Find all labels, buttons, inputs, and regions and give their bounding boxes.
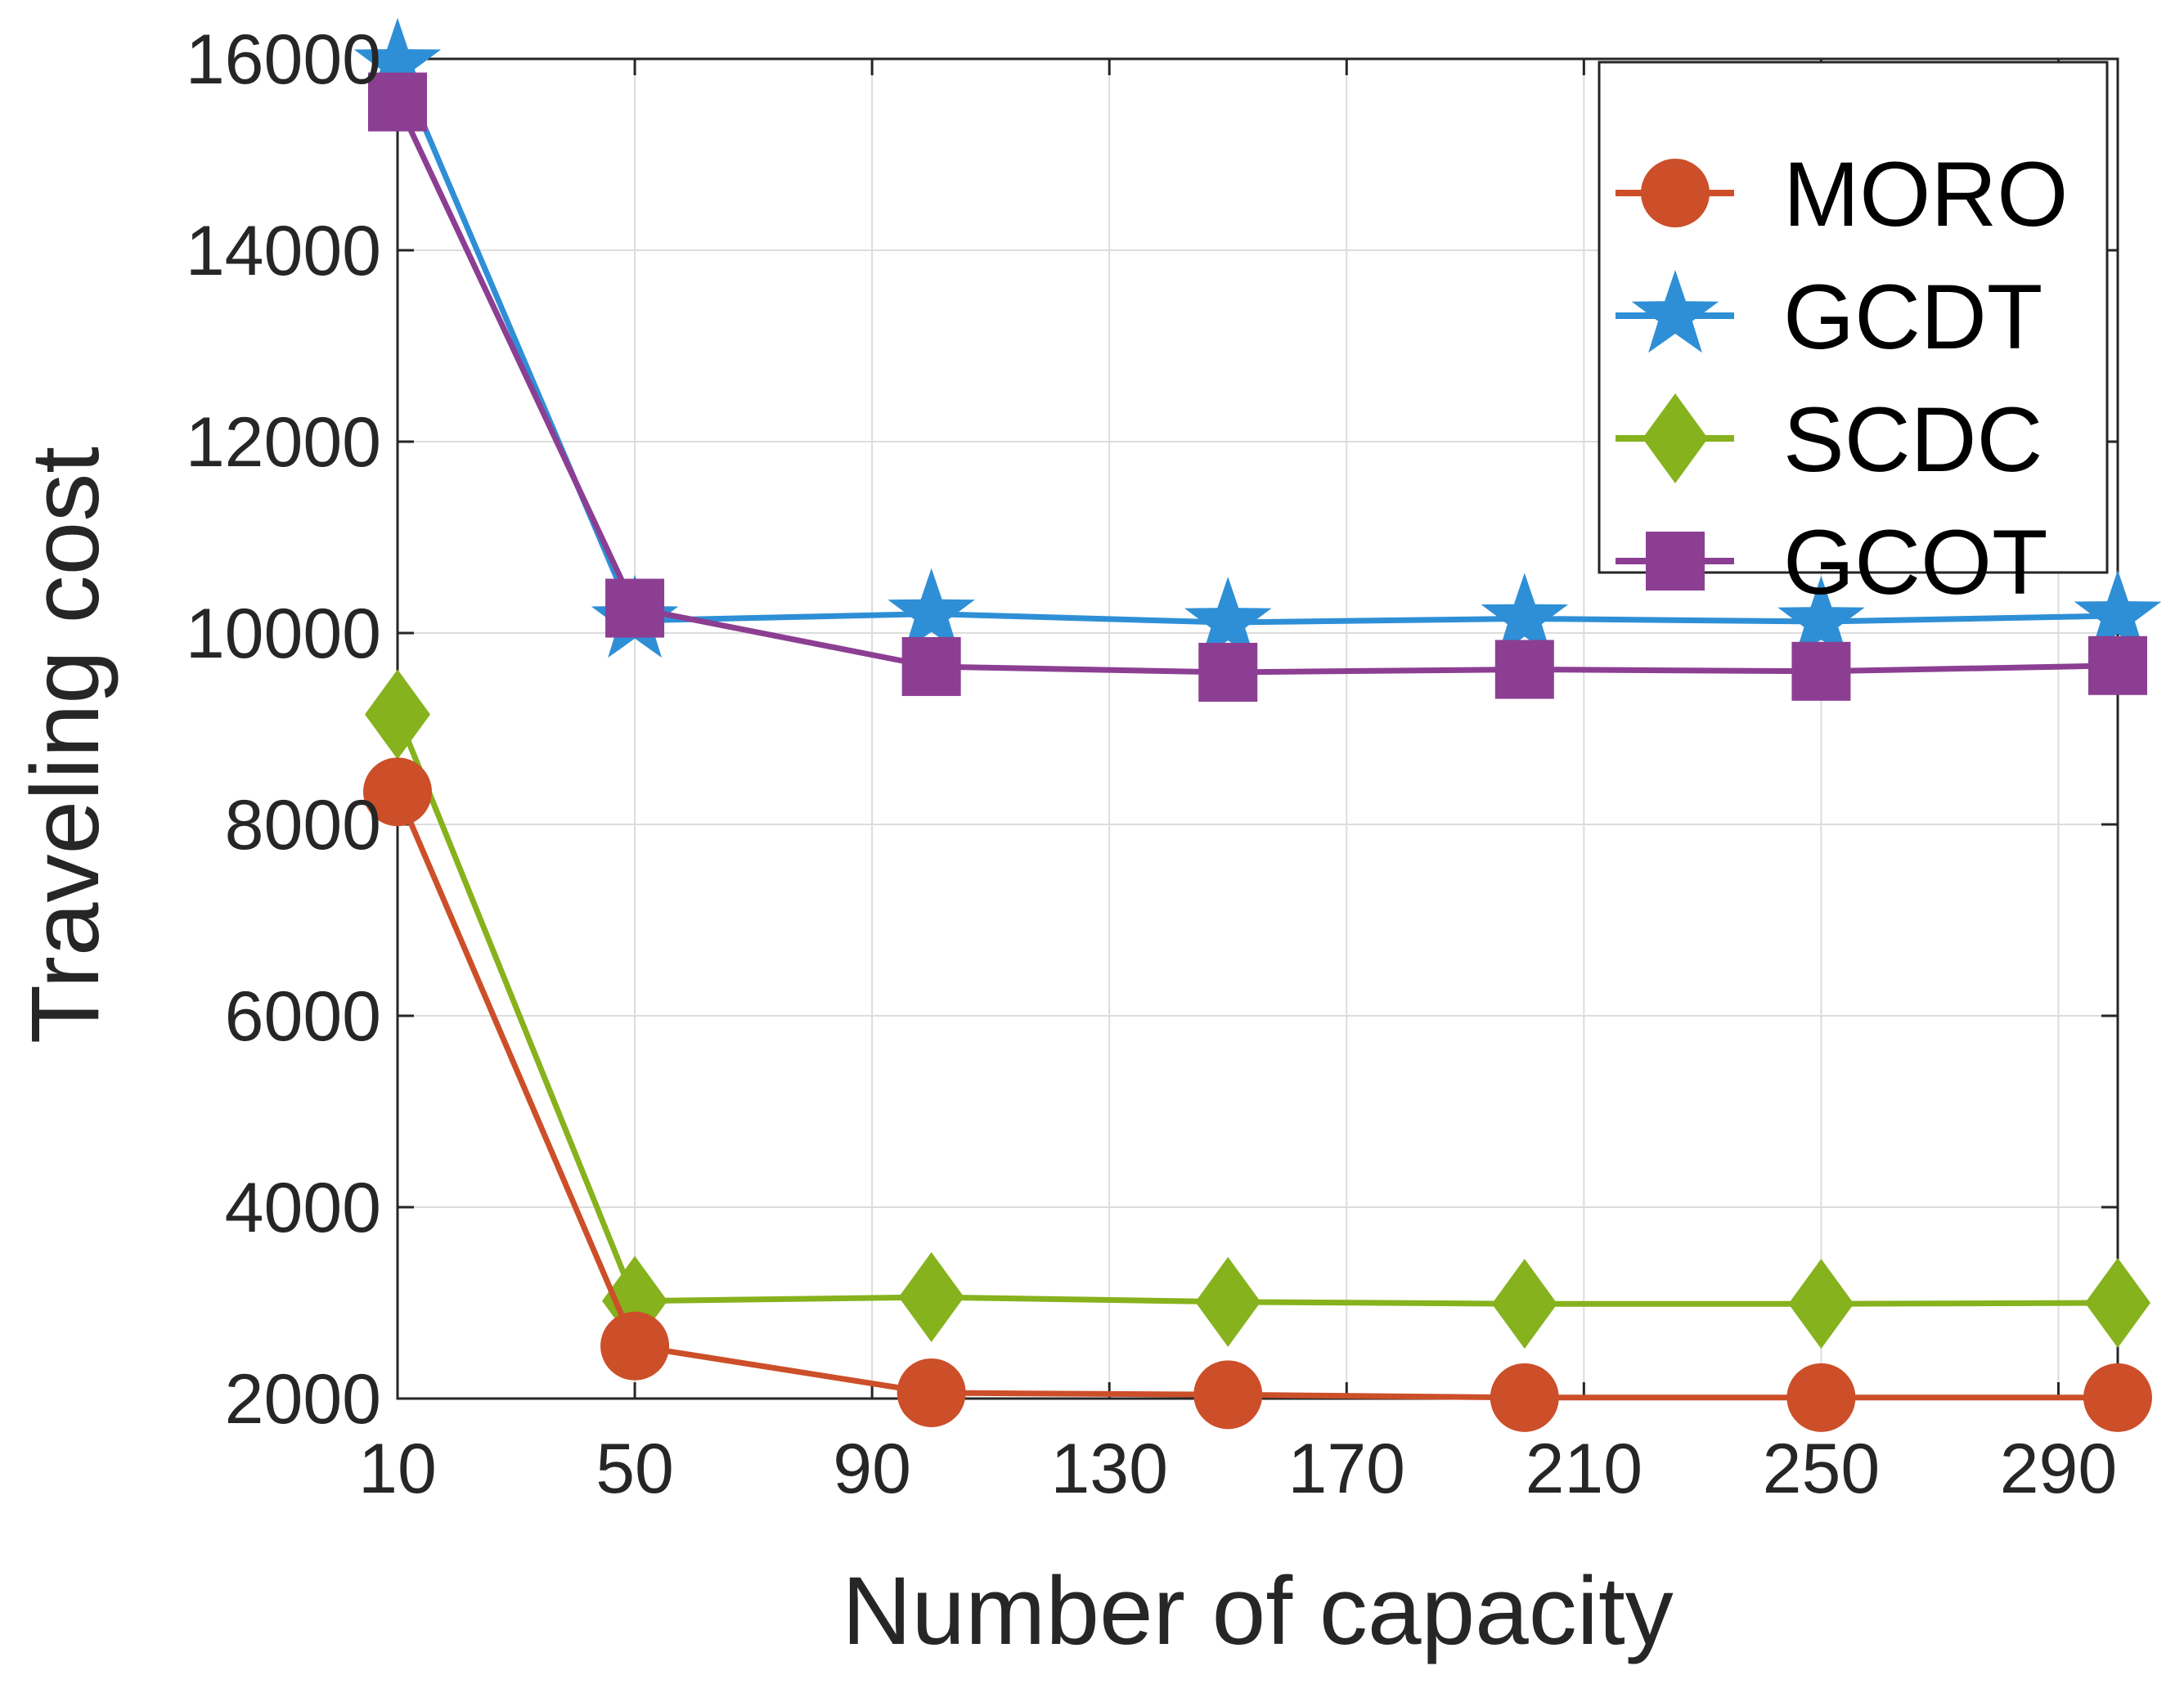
- x-tick-label: 250: [1763, 1430, 1881, 1508]
- legend: MORO GCDT SCDC GCOT: [1598, 61, 2109, 613]
- y-tick-label: 14000: [186, 212, 381, 290]
- y-tick-label: 4000: [225, 1169, 381, 1247]
- y-tick-label: 8000: [225, 786, 381, 864]
- data-point-gcot: [605, 578, 665, 638]
- x-tick-label: 90: [833, 1430, 911, 1508]
- y-tick-label: 2000: [225, 1360, 381, 1439]
- x-tick-label: 290: [2000, 1430, 2118, 1508]
- x-tick-label: 210: [1526, 1430, 1643, 1508]
- x-tick-label: 170: [1288, 1430, 1406, 1508]
- data-point-moro: [897, 1358, 966, 1427]
- legend-label: SCDC: [1783, 388, 2042, 491]
- data-point-scdc: [898, 1251, 964, 1342]
- legend-label: GCOT: [1783, 511, 2048, 613]
- data-point-gcdt: [888, 568, 975, 651]
- y-tick-label: 16000: [186, 20, 381, 99]
- data-point-gcot: [2088, 635, 2147, 695]
- legend-label: GCDT: [1783, 266, 2042, 368]
- series-scdc: [365, 669, 2150, 1349]
- legend-entry-gcdt: GCDT: [1616, 266, 2042, 368]
- y-tick-label: 12000: [186, 403, 381, 482]
- y-tick-label: 6000: [225, 977, 381, 1056]
- data-point-scdc: [1788, 1259, 1854, 1349]
- series-gcot: [368, 72, 2147, 702]
- data-point-moro: [1193, 1360, 1263, 1430]
- tick-labels: 10 50 90 130 170 210 250 290 2000 4000 6000 8000 100…: [186, 20, 2117, 1508]
- legend-marker-circle: [1641, 159, 1710, 227]
- data-point-gcdt: [2074, 569, 2162, 653]
- data-point-moro: [600, 1311, 670, 1381]
- data-point-scdc: [365, 669, 430, 760]
- x-tick-label: 130: [1050, 1430, 1168, 1508]
- legend-marker-square: [1646, 532, 1705, 591]
- series-layer: [353, 17, 2162, 1432]
- series-moro: [363, 757, 2152, 1432]
- data-point-gcot: [368, 72, 427, 132]
- legend-marker-diamond: [1642, 393, 1708, 483]
- data-point-scdc: [1195, 1256, 1261, 1347]
- data-point-scdc: [1491, 1259, 1557, 1349]
- legend-entry-scdc: SCDC: [1616, 388, 2042, 491]
- data-point-gcot: [1198, 642, 1258, 702]
- data-point-gcot: [901, 636, 961, 696]
- legend-entry-moro: MORO: [1616, 143, 2068, 245]
- legend-entry-gcot: GCOT: [1616, 511, 2048, 613]
- x-tick-label: 50: [595, 1430, 674, 1508]
- data-point-gcdt: [1777, 576, 1865, 659]
- x-tick-label: 10: [358, 1430, 437, 1508]
- data-point-moro: [363, 757, 432, 827]
- y-axis-title: Traveling cost: [11, 447, 119, 1044]
- legend-marker-star: [1631, 270, 1719, 353]
- data-point-moro: [2083, 1363, 2152, 1432]
- data-point-gcdt: [353, 17, 442, 101]
- series-line-scdc: [394, 713, 2119, 1307]
- x-axis-title: Number of capacity: [842, 1557, 1674, 1665]
- data-point-gcot: [1494, 640, 1554, 699]
- legend-label: MORO: [1783, 143, 2068, 245]
- data-point-scdc: [2085, 1258, 2150, 1348]
- data-point-gcdt: [1481, 573, 1569, 656]
- y-tick-label: 10000: [186, 595, 381, 673]
- data-point-moro: [1490, 1363, 1559, 1432]
- data-point-gcdt: [1184, 577, 1272, 660]
- data-point-gcot: [1791, 641, 1851, 701]
- data-point-moro: [1786, 1363, 1856, 1432]
